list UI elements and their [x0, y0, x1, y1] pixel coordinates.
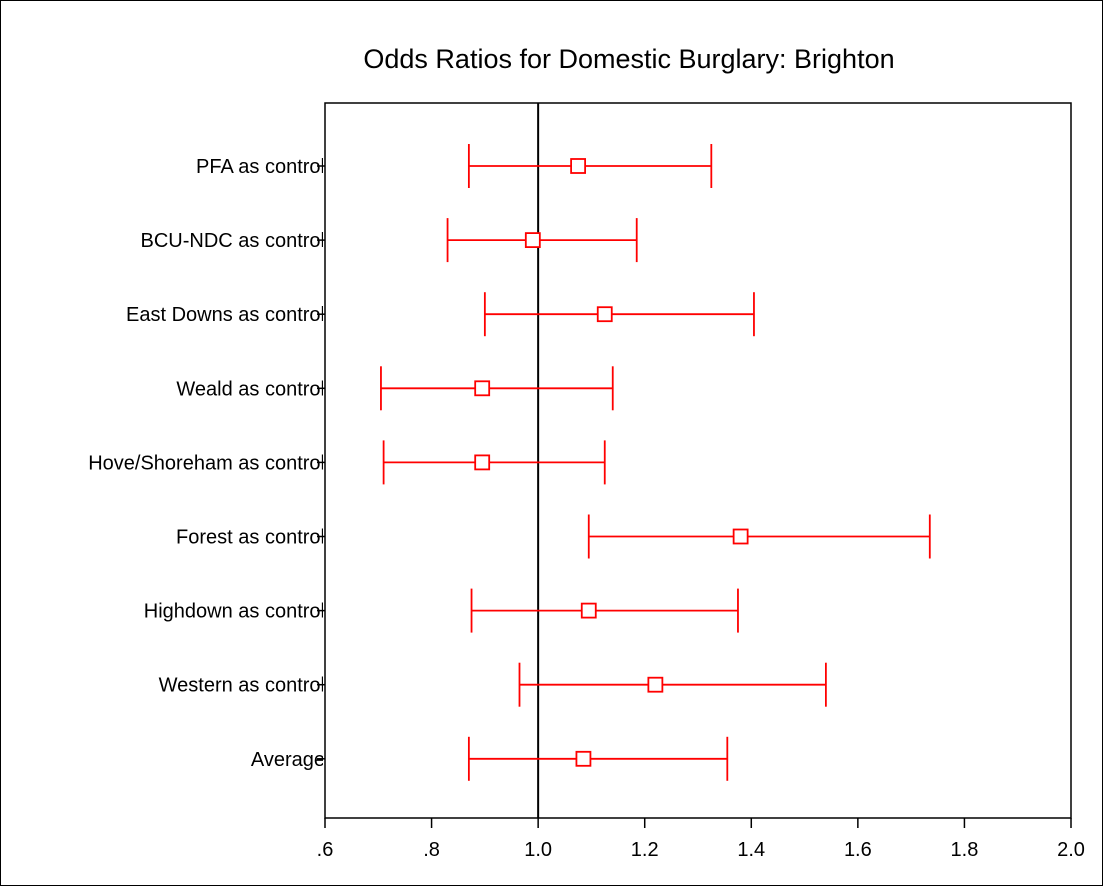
- row-label: Weald as control: [176, 378, 325, 400]
- forest-row: Average: [251, 736, 729, 781]
- x-tick-label: 1.6: [844, 839, 872, 861]
- point-estimate-marker: [575, 750, 592, 767]
- forest-row: Forest as control: [176, 514, 931, 559]
- row-label: Average: [251, 749, 325, 771]
- x-tick-label: 2.0: [1057, 839, 1085, 861]
- row-label: Hove/Shoreham as control: [88, 452, 325, 474]
- row-label: PFA as control: [196, 156, 325, 178]
- x-tick-label: .8: [423, 839, 440, 861]
- x-tick-label: 1.4: [737, 839, 765, 861]
- row-label: Western as control: [159, 675, 325, 697]
- row-label: BCU-NDC as control: [141, 230, 325, 252]
- forest-row: Weald as control: [176, 366, 614, 411]
- point-estimate-marker: [474, 454, 491, 471]
- point-estimate-marker: [524, 232, 541, 249]
- point-estimate-marker: [732, 528, 749, 545]
- forest-row: BCU-NDC as control: [141, 218, 638, 263]
- point-estimate-marker: [570, 158, 587, 174]
- point-estimate-marker: [596, 306, 613, 323]
- chart-title: Odds Ratios for Domestic Burglary: Brigh…: [363, 44, 894, 74]
- forest-row: Highdown as control: [144, 588, 739, 633]
- forest-row: PFA as control: [196, 144, 713, 188]
- x-tick-label: 1.8: [951, 839, 979, 861]
- x-tick-label: .6: [317, 839, 334, 861]
- point-estimate-marker: [647, 676, 664, 693]
- plot-area: [324, 102, 1072, 819]
- forest-row: East Downs as control: [126, 292, 755, 337]
- point-estimate-marker: [580, 602, 597, 619]
- row-label: Highdown as control: [144, 601, 325, 623]
- x-tick-label: 1.0: [524, 839, 552, 861]
- point-estimate-marker: [474, 380, 491, 397]
- forest-row: Hove/Shoreham as control: [88, 440, 606, 485]
- x-tick-label: 1.2: [631, 839, 659, 861]
- forest-row: Western as control: [159, 662, 827, 707]
- row-label: East Downs as control: [126, 304, 325, 326]
- row-label: Forest as control: [176, 527, 325, 549]
